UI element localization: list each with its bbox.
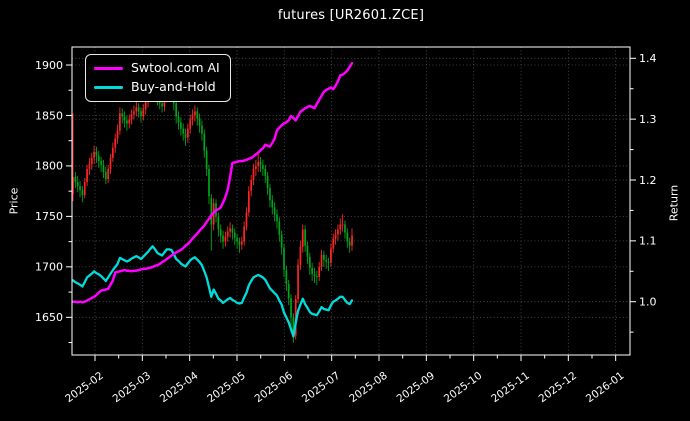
legend-item-ai: Swtool.com AI [94, 60, 222, 78]
svg-text:1650: 1650 [35, 311, 63, 324]
svg-text:2025-12: 2025-12 [537, 370, 580, 405]
svg-text:2025-10: 2025-10 [442, 370, 485, 405]
chart-title: futures [UR2601.ZCE] [277, 8, 425, 23]
svg-text:1.0: 1.0 [639, 296, 657, 309]
axes-spines [71, 46, 631, 356]
ai-line-label: Swtool.com AI [131, 60, 220, 76]
svg-text:1.3: 1.3 [639, 113, 657, 126]
svg-text:2025-09: 2025-09 [395, 370, 438, 405]
svg-text:1900: 1900 [35, 59, 63, 72]
svg-text:2025-05: 2025-05 [205, 370, 248, 405]
svg-text:1850: 1850 [35, 109, 63, 122]
svg-text:1.2: 1.2 [639, 174, 657, 187]
legend: Swtool.com AI Buy-and-Hold [85, 54, 231, 102]
svg-text:2025-04: 2025-04 [158, 370, 201, 406]
y-axis-label-price: Price [7, 187, 21, 215]
svg-text:1750: 1750 [35, 210, 63, 223]
svg-text:2025-02: 2025-02 [63, 370, 106, 405]
svg-text:1.1: 1.1 [639, 235, 657, 248]
svg-text:2025-08: 2025-08 [347, 370, 390, 405]
svg-text:2026-01: 2026-01 [584, 370, 627, 405]
candles-layer [72, 59, 353, 343]
bh-line-label: Buy-and-Hold [131, 79, 216, 95]
svg-text:2025-07: 2025-07 [300, 370, 343, 405]
bh-line-swatch [94, 85, 123, 89]
svg-text:1.4: 1.4 [639, 52, 657, 65]
svg-text:2025-11: 2025-11 [489, 370, 532, 405]
ai-line-swatch [94, 66, 123, 71]
legend-item-bh: Buy-and-Hold [94, 78, 222, 96]
svg-text:1800: 1800 [35, 160, 63, 173]
bh-line [71, 245, 354, 338]
svg-text:2025-03: 2025-03 [111, 370, 154, 405]
svg-text:2025-06: 2025-06 [253, 370, 296, 406]
axis-ticks [66, 57, 636, 361]
svg-text:1700: 1700 [35, 261, 63, 274]
y-axis-label-return: Return [667, 184, 681, 222]
ai-line [71, 61, 354, 304]
